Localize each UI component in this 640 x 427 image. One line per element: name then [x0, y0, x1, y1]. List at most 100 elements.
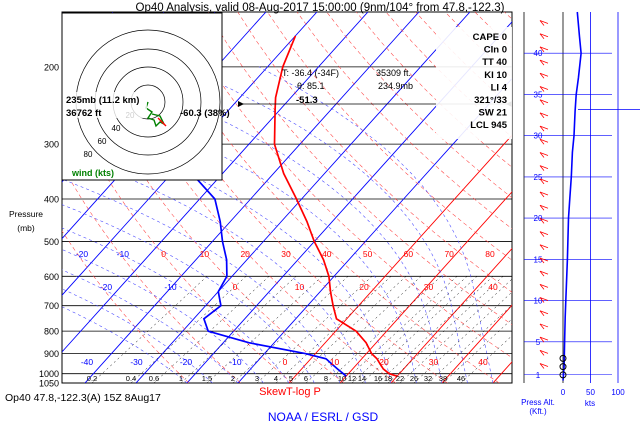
dry-adiabat: [148, 12, 500, 383]
speed-tick-label: 0: [561, 388, 566, 397]
indices-box: [436, 27, 512, 139]
moist-adiabat: [62, 288, 213, 383]
footer-credit: NOAA / ESRL / GSD: [268, 410, 379, 424]
dry-adiabat: [504, 12, 512, 20]
dry-adiabat: [296, 12, 512, 230]
dry-adiabat: [62, 164, 241, 383]
wind-barb: [539, 270, 549, 277]
mixing-ratio-line: [130, 276, 247, 383]
mixing-ratio-line: [377, 276, 494, 383]
wind-barb: [539, 231, 549, 237]
index-value: LCL 945: [470, 120, 508, 131]
dry-adiabat: [207, 12, 512, 325]
readout-height: 35309 ft.: [376, 68, 411, 78]
isotherm-label: 50: [363, 249, 373, 259]
dry-adiabat: [62, 230, 190, 383]
mixing-ratio-line: [180, 276, 297, 383]
speed-units: kts: [585, 399, 595, 408]
mixing-ratio-label: 1.5: [202, 374, 212, 383]
speed-tick-label: 50: [586, 388, 595, 397]
isotherm-label: 30: [429, 357, 439, 367]
wind-barb: [539, 178, 549, 185]
isotherm-label: 0: [283, 357, 288, 367]
mixing-ratio-label: 22: [396, 374, 404, 383]
isotherm-label: 40: [478, 357, 488, 367]
isotherm-line: [135, 12, 471, 383]
isotherm-label: 40: [322, 249, 332, 259]
pressure-tick: 800: [44, 327, 59, 337]
wind-barb: [539, 244, 549, 251]
mixing-ratio-line: [413, 291, 512, 383]
moist-adiabat: [97, 66, 443, 383]
readout-pressure: 234.9mb: [378, 81, 413, 91]
mixing-ratio-line: [275, 276, 392, 383]
alt-tick-label: 5: [536, 338, 541, 347]
pressure-axis-label: Pressure: [9, 209, 43, 219]
index-value: CAPE 0: [473, 32, 507, 43]
moist-adiabat: [62, 178, 341, 383]
mixing-ratio-label: 5: [289, 374, 293, 383]
readout-theta: θ: 85.1: [297, 81, 325, 91]
pressure-tick: 200: [44, 62, 59, 72]
wind-barb: [539, 191, 549, 198]
isotherm-label: -40: [81, 357, 94, 367]
isotherm-label: 70: [444, 249, 454, 259]
isotherm-label: 20: [379, 357, 389, 367]
dry-adiabat: [326, 12, 512, 199]
wind-barb: [539, 204, 549, 211]
wind-barb: [539, 218, 549, 224]
isotherm-label: 80: [485, 249, 495, 259]
mixing-ratio-label: 46: [457, 374, 465, 383]
index-value: KI 10: [484, 70, 507, 81]
alt-tick-label: 30: [534, 132, 543, 141]
dry-adiabat: [593, 12, 640, 383]
isotherm-line: [62, 12, 318, 296]
mixing-ratio-label: 26: [410, 374, 418, 383]
wind-barb: [539, 86, 549, 92]
hodograph-trace: [145, 101, 166, 128]
pressure-tick: 1000: [39, 369, 59, 379]
mixing-ratio-line: [153, 276, 270, 383]
wind-barb: [539, 138, 549, 145]
isotherm-label: 20: [359, 282, 369, 292]
isotherm-line: [544, 12, 640, 383]
mixing-ratio-label: 10: [338, 374, 346, 383]
hodograph-ring-label: 40: [112, 124, 121, 133]
isotherm-label: 40: [488, 282, 498, 292]
wind-barb: [539, 349, 549, 356]
isotherm-label: 10: [295, 282, 305, 292]
dry-adiabat: [564, 12, 640, 383]
index-value: SW 21: [478, 108, 507, 119]
mixing-ratio-label: 0.2: [87, 374, 97, 383]
alt-tick-label: 40: [534, 49, 543, 58]
moist-adiabat: [62, 249, 264, 383]
moist-adiabat: [62, 87, 417, 383]
dry-adiabat: [385, 12, 512, 138]
pressure-axis-unit: (mb): [17, 223, 35, 233]
isotherm-label: 0: [233, 282, 238, 292]
mixing-ratio-label: 18: [384, 374, 392, 383]
alt-axis-label: Press Alt.: [521, 398, 555, 407]
isotherm-label: 60: [404, 249, 414, 259]
wind-barb: [539, 33, 549, 39]
isotherm-line: [441, 304, 512, 383]
moist-adiabat: [182, 66, 468, 383]
hodograph-axis-label: wind (kts): [71, 168, 114, 178]
mixing-ratio-label: 2: [231, 374, 235, 383]
wind-barb: [539, 99, 549, 105]
mixing-ratio-line: [91, 276, 208, 383]
wind-speed-trace: [562, 11, 582, 381]
dry-adiabat: [267, 12, 512, 261]
mixing-ratio-label: 14: [358, 374, 366, 383]
wind-barb: [539, 20, 549, 26]
hodograph-cursor: [157, 117, 167, 127]
wind-barb: [539, 152, 549, 158]
pressure-tick: 500: [44, 237, 59, 247]
wind-barb: [539, 125, 549, 132]
temperature-profile: [273, 35, 398, 378]
alt-axis-unit: (Kft.): [529, 407, 547, 416]
wind-barb: [539, 297, 549, 303]
mixing-ratio-line: [206, 276, 323, 383]
dry-adiabat: [534, 12, 640, 383]
dry-adiabat: [623, 12, 640, 383]
